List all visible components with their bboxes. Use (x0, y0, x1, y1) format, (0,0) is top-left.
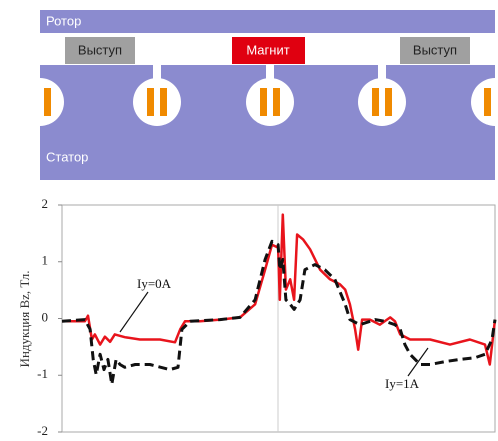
coils (44, 88, 491, 116)
magnet-label: Магнит (246, 42, 289, 57)
annotation-arrow (119, 291, 149, 333)
data-line (61, 239, 497, 386)
annotation-arrow (407, 347, 429, 377)
y-tick-label: -1 (37, 366, 48, 381)
protrusion (65, 37, 135, 64)
y-tick-label: 2 (42, 196, 49, 211)
rotor (40, 10, 495, 33)
stator-label: Статор (46, 149, 88, 164)
y-tick-label: -2 (37, 423, 48, 438)
rotor-label: Ротор (46, 13, 81, 28)
data-line (62, 213, 497, 366)
slots (16, 65, 498, 126)
y-tick-label: 1 (42, 253, 49, 268)
annotation: Iy=0A (137, 276, 172, 291)
y-tick-label: 0 (42, 309, 49, 324)
protrusion-label: Выступ (78, 42, 122, 57)
protrusion-label: Выступ (413, 42, 457, 57)
annotation: Iy=1A (385, 376, 420, 391)
protrusion (400, 37, 470, 64)
machine-diagram: Ротор Выступ Магнит Выступ Статор (16, 10, 498, 180)
y-axis-label: Индукция Bz, Тл. (17, 271, 32, 368)
magnet (232, 37, 305, 64)
